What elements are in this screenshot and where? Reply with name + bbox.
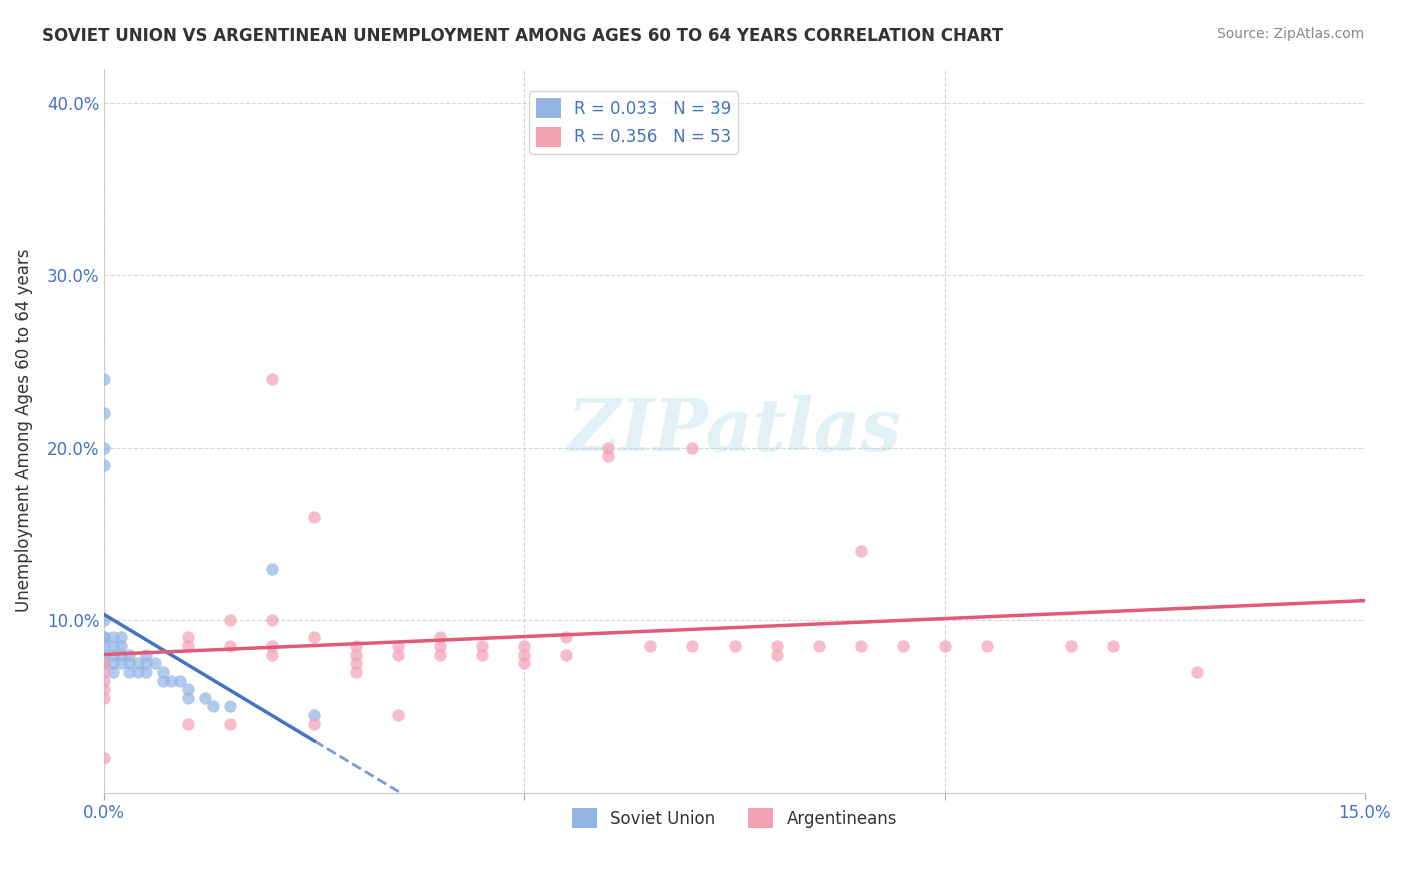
Point: [304, 509, 326, 524]
Point: [135, 657, 157, 671]
Point: [127, 665, 149, 679]
Point: [304, 708, 326, 723]
Point: [344, 665, 367, 679]
Point: [344, 639, 367, 653]
Point: [262, 648, 284, 662]
Point: [118, 657, 141, 671]
Point: [976, 639, 998, 653]
Point: [93, 631, 115, 645]
Point: [598, 441, 620, 455]
Point: [262, 372, 284, 386]
Point: [93, 458, 115, 472]
Point: [93, 372, 115, 386]
Point: [93, 639, 115, 653]
Point: [429, 639, 451, 653]
Point: [93, 648, 115, 662]
Point: [135, 665, 157, 679]
Point: [849, 544, 872, 558]
Point: [387, 708, 409, 723]
Point: [101, 639, 124, 653]
Point: [640, 639, 662, 653]
Point: [110, 648, 132, 662]
Point: [143, 657, 166, 671]
Point: [262, 639, 284, 653]
Point: [219, 699, 242, 714]
Point: [110, 639, 132, 653]
Point: [93, 631, 115, 645]
Point: [152, 665, 174, 679]
Point: [387, 648, 409, 662]
Point: [93, 406, 115, 420]
Point: [101, 648, 124, 662]
Point: [513, 639, 536, 653]
Point: [1185, 665, 1208, 679]
Point: [765, 639, 787, 653]
Point: [194, 690, 217, 705]
Point: [135, 648, 157, 662]
Point: [807, 639, 830, 653]
Point: [429, 648, 451, 662]
Point: [471, 639, 494, 653]
Point: [471, 648, 494, 662]
Point: [118, 648, 141, 662]
Text: SOVIET UNION VS ARGENTINEAN UNEMPLOYMENT AMONG AGES 60 TO 64 YEARS CORRELATION C: SOVIET UNION VS ARGENTINEAN UNEMPLOYMENT…: [42, 27, 1004, 45]
Point: [101, 631, 124, 645]
Point: [93, 690, 115, 705]
Point: [93, 682, 115, 697]
Point: [262, 561, 284, 575]
Point: [429, 631, 451, 645]
Point: [118, 665, 141, 679]
Point: [101, 665, 124, 679]
Point: [177, 639, 200, 653]
Point: [849, 639, 872, 653]
Point: [555, 648, 578, 662]
Point: [219, 716, 242, 731]
Point: [127, 657, 149, 671]
Point: [219, 613, 242, 627]
Point: [219, 639, 242, 653]
Point: [1059, 639, 1081, 653]
Point: [723, 639, 745, 653]
Point: [177, 631, 200, 645]
Text: Source: ZipAtlas.com: Source: ZipAtlas.com: [1216, 27, 1364, 41]
Legend: Soviet Union, Argentineans: Soviet Union, Argentineans: [565, 801, 904, 835]
Point: [513, 648, 536, 662]
Point: [387, 639, 409, 653]
Point: [93, 751, 115, 765]
Point: [1101, 639, 1123, 653]
Point: [344, 657, 367, 671]
Point: [177, 682, 200, 697]
Point: [202, 699, 225, 714]
Point: [682, 441, 704, 455]
Point: [682, 639, 704, 653]
Text: ZIPatlas: ZIPatlas: [568, 395, 901, 467]
Point: [93, 441, 115, 455]
Point: [93, 657, 115, 671]
Point: [101, 657, 124, 671]
Point: [891, 639, 914, 653]
Point: [344, 648, 367, 662]
Point: [513, 657, 536, 671]
Point: [765, 648, 787, 662]
Point: [555, 631, 578, 645]
Point: [934, 639, 956, 653]
Point: [110, 657, 132, 671]
Point: [177, 690, 200, 705]
Point: [160, 673, 183, 688]
Point: [93, 665, 115, 679]
Point: [93, 657, 115, 671]
Point: [304, 631, 326, 645]
Point: [169, 673, 191, 688]
Point: [598, 450, 620, 464]
Point: [152, 673, 174, 688]
Point: [262, 613, 284, 627]
Y-axis label: Unemployment Among Ages 60 to 64 years: Unemployment Among Ages 60 to 64 years: [15, 249, 32, 612]
Point: [304, 716, 326, 731]
Point: [93, 673, 115, 688]
Point: [93, 613, 115, 627]
Point: [110, 631, 132, 645]
Point: [177, 716, 200, 731]
